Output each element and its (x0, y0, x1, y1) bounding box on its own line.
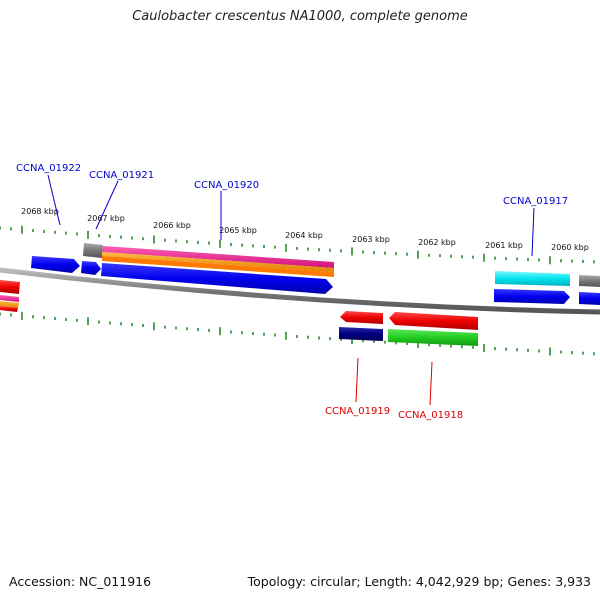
ruler-label: 2066 kbp (153, 221, 191, 230)
gene-CCNA_01917[interactable] (494, 271, 570, 304)
gene-CCNA_01922[interactable] (31, 256, 80, 273)
gene-label[interactable]: CCNA_01920 (194, 180, 259, 191)
gene-CCNA_01921[interactable] (81, 261, 101, 275)
gene-CCNA_01918[interactable] (388, 312, 478, 346)
ruler-labels: 2068 kbp 2067 kbp 2066 kbp 2065 kbp 2064… (21, 207, 589, 252)
gene-partial-right[interactable] (579, 275, 600, 305)
ruler-label: 2061 kbp (485, 241, 523, 250)
ruler-label: 2063 kbp (352, 235, 390, 244)
ruler-ticks-outer (0, 225, 595, 265)
gene-label[interactable]: CCNA_01922 (16, 163, 81, 174)
genome-backbone (0, 267, 600, 315)
gene-gray-upstream[interactable] (83, 243, 103, 258)
genome-info-text: Topology: circular; Length: 4,042,929 bp… (247, 574, 591, 589)
gene-partial-left[interactable] (0, 280, 20, 312)
gene-CCNA_01919[interactable] (339, 311, 383, 341)
ruler-ticks-inner (0, 311, 595, 356)
ruler-label: 2060 kbp (551, 243, 589, 252)
gene-label[interactable]: CCNA_01919 (325, 406, 390, 417)
gene-label[interactable]: CCNA_01917 (503, 196, 568, 207)
map-title: Caulobacter crescentus NA1000, complete … (132, 9, 468, 24)
ruler-label: 2064 kbp (285, 231, 323, 240)
label-leaders (47, 174, 535, 406)
ruler-label: 2068 kbp (21, 207, 59, 216)
ruler-label: 2067 kbp (87, 214, 125, 223)
ruler-label: 2062 kbp (418, 238, 456, 247)
accession-text: Accession: NC_011916 (9, 574, 152, 589)
gene-label[interactable]: CCNA_01921 (89, 170, 154, 181)
gene-CCNA_01920[interactable] (101, 246, 334, 294)
gene-label[interactable]: CCNA_01918 (398, 410, 463, 421)
ruler-label: 2065 kbp (219, 226, 257, 235)
